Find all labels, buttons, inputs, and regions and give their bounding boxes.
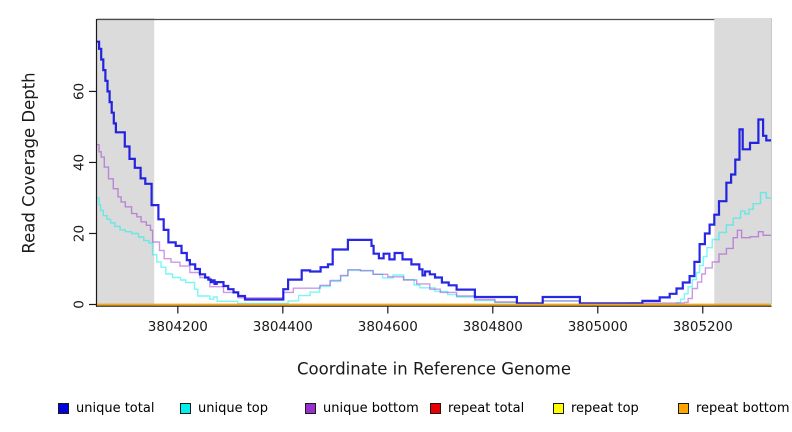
legend-label-unique-bottom: unique bottom [323,400,419,416]
y-tick-label: 0 [72,300,88,309]
legend-item-repeat-top: repeat top [553,400,639,416]
series-unique-bottom [97,144,771,305]
legend-swatch-unique-bottom [305,402,316,414]
legend-label-repeat-bottom: repeat bottom [696,400,790,416]
legend-swatch-unique-total [58,402,69,414]
x-tick-label: 3804800 [463,319,523,335]
y-tick-label: 40 [72,154,88,171]
legend-label-repeat-top: repeat top [571,400,639,416]
legend-swatch-repeat-bottom [678,402,689,414]
x-tick-label: 3804400 [253,319,313,335]
x-tick-label: 3805000 [568,319,628,335]
legend-label-unique-top: unique top [198,400,269,416]
x-tick-label: 3805200 [673,319,733,335]
legend-item-repeat-total: repeat total [430,400,525,416]
x-tick-label: 3804200 [148,319,208,335]
legend-swatch-repeat-top [553,402,564,414]
y-axis-title: Read Coverage Depth [19,72,39,254]
x-axis-title: Coordinate in Reference Genome [296,359,572,379]
x-tick-label: 3804600 [358,319,418,335]
series-unique-total [97,40,771,305]
series-unique-top [97,191,771,305]
repeat-region-shading [714,18,771,306]
legend-item-unique-bottom: unique bottom [305,400,419,416]
legend-item-unique-total: unique total [58,400,155,416]
y-tick-label: 20 [72,225,88,242]
legend-item-repeat-bottom: repeat bottom [678,400,790,416]
legend-swatch-repeat-total [430,402,441,414]
legend-label-unique-total: unique total [76,400,155,416]
y-tick-label: 60 [72,83,88,100]
repeat-region-shading [97,18,155,306]
legend-item-unique-top: unique top [180,400,269,416]
legend-swatch-unique-top [180,402,191,414]
legend-label-repeat-total: repeat total [448,400,525,416]
